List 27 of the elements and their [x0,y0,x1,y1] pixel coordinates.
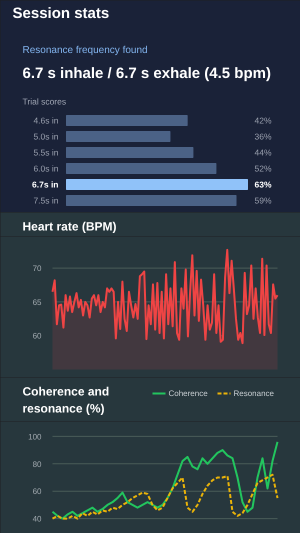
y-tick-label: 40 [32,514,42,524]
y-tick-label: 5.0s in [33,132,59,142]
y-tick-label: 100 [28,432,42,442]
chart-subtitle: 6.7 s inhale / 6.7 s exhale (4.5 bpm) [22,65,271,82]
y-tick-label: 5.5s in [33,148,59,158]
data-label: 59% [254,196,272,206]
data-label: 52% [254,164,272,174]
y-tick-label: 6.7s in [32,180,59,190]
chart-title: Coherence and resonance (%) [22,384,110,416]
data-label: 44% [254,148,272,158]
text: Trial scores [22,96,66,106]
y-tick-label: 7.5s in [33,196,59,206]
data-label: 63% [254,180,272,190]
data-label: 36% [254,132,272,142]
y-tick-label: 80 [32,460,42,469]
chart-title: Resonance frequency found [22,45,148,56]
legend-label: Coherence [168,389,208,398]
chart-title: Heart rate (BPM) [22,220,117,234]
y-tick-label: 4.6s in [33,116,59,126]
y-tick-label: 60 [32,332,42,341]
y-tick-label: 70 [32,264,42,274]
y-tick-label: 60 [32,487,42,496]
y-tick-label: 6.0s in [33,164,59,174]
text: Session stats [12,5,110,22]
y-tick-label: 65 [32,298,42,307]
legend-label: Resonance [234,389,275,398]
data-label: 42% [254,116,272,126]
